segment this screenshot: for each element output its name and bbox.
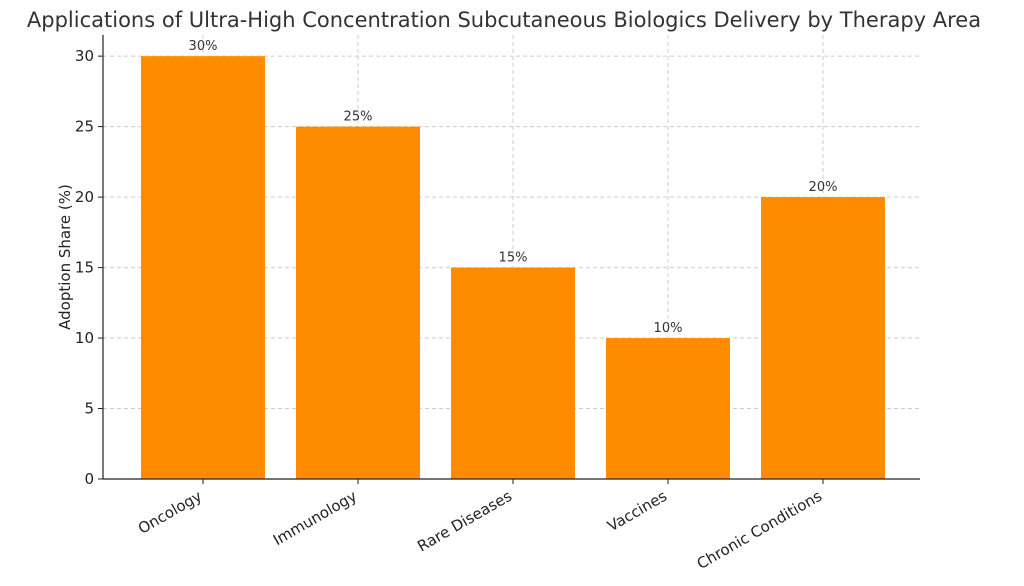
data-label-1: 25% (344, 110, 373, 125)
x-tick-label-4: Chronic Conditions (694, 487, 825, 573)
y-tick-label-30: 30 (75, 47, 94, 65)
x-tick-label-2: Rare Diseases (414, 487, 515, 556)
y-axis-label: Adoption Share (%) (56, 184, 74, 330)
y-tick-label-10: 10 (75, 329, 94, 347)
bar-4 (761, 197, 885, 479)
bar-1 (296, 126, 420, 479)
bar-0 (141, 56, 265, 480)
x-tick-label-3: Vaccines (604, 487, 670, 535)
y-tick-label-15: 15 (75, 259, 94, 277)
data-label-3: 10% (654, 321, 683, 336)
data-label-4: 20% (809, 180, 838, 195)
bar-2 (451, 267, 575, 479)
data-label-0: 30% (189, 39, 218, 54)
chart-title: Applications of Ultra-High Concentration… (27, 8, 981, 32)
y-tick-label-20: 20 (75, 188, 94, 206)
data-label-2: 15% (499, 251, 528, 266)
bars (141, 56, 885, 480)
bar-3 (606, 338, 730, 479)
axes (98, 35, 920, 484)
y-tick-label-0: 0 (84, 470, 94, 488)
y-tick-label-5: 5 (84, 400, 94, 418)
y-tick-label-25: 25 (75, 118, 94, 136)
x-tick-label-1: Immunology (270, 487, 360, 549)
x-tick-label-0: Oncology (135, 487, 205, 538)
